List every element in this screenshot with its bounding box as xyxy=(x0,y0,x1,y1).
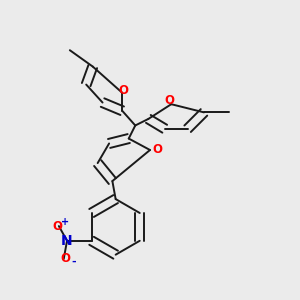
Text: O: O xyxy=(152,143,162,157)
Text: O: O xyxy=(52,220,62,232)
Text: -: - xyxy=(71,256,76,266)
Text: N: N xyxy=(61,234,73,248)
Text: +: + xyxy=(61,217,69,227)
Text: O: O xyxy=(119,84,129,97)
Text: O: O xyxy=(60,252,70,265)
Text: O: O xyxy=(165,94,175,107)
